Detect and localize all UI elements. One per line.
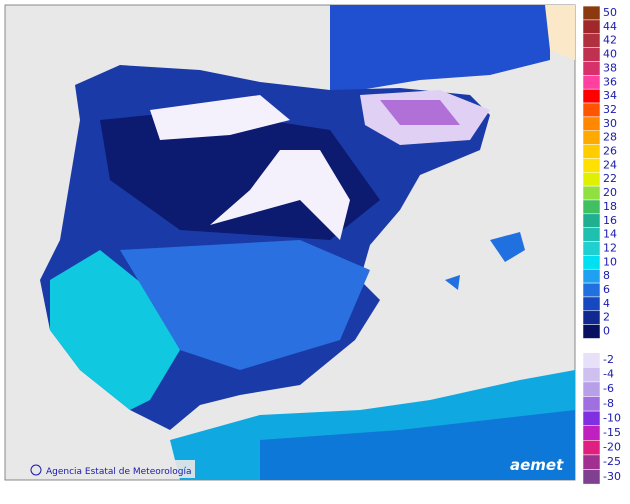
legend-label: 20 [603, 186, 617, 199]
legend-swatch [582, 324, 601, 339]
legend-swatch [582, 367, 601, 383]
legend-label: -25 [603, 455, 621, 468]
legend-swatch [582, 425, 601, 441]
legend-swatch [582, 440, 601, 456]
legend-swatch [582, 352, 601, 368]
legend-label: 10 [603, 255, 617, 268]
legend-label: 30 [603, 117, 617, 130]
legend-swatch [582, 75, 601, 90]
mallorca [490, 232, 525, 262]
legend-swatch [582, 396, 601, 412]
legend-label: 36 [603, 75, 617, 88]
legend-label: -2 [603, 353, 614, 366]
south-interior [120, 240, 370, 370]
legend-swatch [582, 282, 601, 298]
legend-label: 28 [603, 131, 617, 144]
pyrenees-core [380, 100, 460, 125]
legend-swatch [582, 88, 601, 104]
legend-label: 22 [603, 172, 617, 185]
legend-label: -30 [603, 470, 621, 483]
legend-swatch [582, 130, 601, 145]
legend-label: 40 [603, 48, 617, 61]
legend-label: -10 [603, 411, 621, 424]
ibiza [445, 275, 460, 290]
legend-swatch [582, 19, 601, 35]
legend-label: -8 [603, 397, 614, 410]
legend-swatch [582, 185, 601, 201]
legend-swatch [582, 5, 601, 21]
legend-label: 14 [603, 228, 617, 241]
north-africa-inland [260, 410, 575, 480]
legend-swatch [582, 454, 601, 470]
cantabrian-snow [150, 95, 290, 140]
legend-swatch [582, 381, 601, 397]
legend-label: 2 [603, 311, 610, 324]
legend-label: 0 [603, 325, 610, 338]
legend-swatch [582, 199, 601, 215]
legend-label: 16 [603, 214, 617, 227]
legend-label: -6 [603, 382, 614, 395]
legend-label: 6 [603, 283, 610, 296]
legend-swatch [582, 310, 601, 325]
legend-label: 24 [603, 158, 617, 171]
iberian-snow [210, 150, 350, 240]
legend-label: -4 [603, 368, 614, 381]
legend-swatch [582, 227, 601, 242]
legend-label: 38 [603, 61, 617, 74]
legend-swatch [582, 116, 601, 131]
legend-swatch [582, 158, 601, 173]
legend-swatch [582, 144, 601, 159]
legend-label: 18 [603, 200, 617, 213]
legend-label: 42 [603, 34, 617, 47]
legend-swatch [582, 268, 601, 284]
legend-label: -20 [603, 441, 621, 454]
legend-swatch [582, 296, 601, 312]
legend-label: 4 [603, 297, 610, 310]
legend-swatch [582, 33, 601, 48]
legend-label: 44 [603, 20, 617, 33]
biscay-sea [330, 5, 550, 95]
credit-box [20, 460, 195, 478]
legend-swatch [582, 241, 601, 256]
legend-swatch [582, 172, 601, 187]
credit-icon [30, 464, 42, 476]
legend-label: 34 [603, 89, 617, 102]
legend-swatch [582, 469, 601, 485]
legend-swatch [582, 410, 601, 426]
legend-label: 26 [603, 145, 617, 158]
credit-text: Agencia Estatal de Meteorología [46, 467, 192, 477]
logo: aemet [510, 456, 564, 474]
france-area [545, 5, 575, 60]
legend-swatch [582, 102, 601, 118]
legend-swatch [582, 255, 601, 270]
legend-label: 12 [603, 241, 617, 254]
legend-swatch [582, 213, 601, 228]
legend-label: 50 [603, 6, 617, 19]
legend-swatch [582, 61, 601, 76]
legend-swatch [582, 47, 601, 62]
legend-label: 8 [603, 269, 610, 282]
legend-label: 32 [603, 103, 617, 116]
legend-label: -15 [603, 426, 621, 439]
